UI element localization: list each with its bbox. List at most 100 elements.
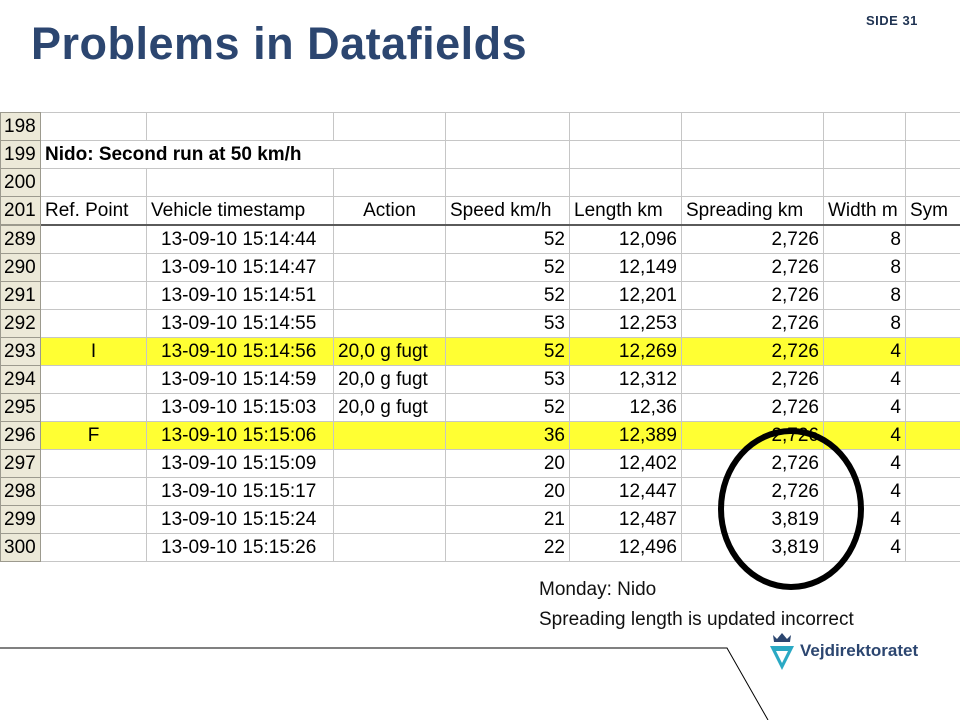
header-ref-point: Ref. Point bbox=[40, 196, 147, 226]
cell-sym bbox=[905, 477, 960, 506]
header-vehicle-timestamp: Vehicle timestamp bbox=[146, 196, 334, 226]
cell-spreading: 2,726 bbox=[681, 253, 824, 282]
empty-cell bbox=[681, 140, 824, 169]
cell-vehicle-timestamp: 13-09-10 15:14:56 bbox=[146, 337, 334, 366]
cell-length: 12,389 bbox=[569, 421, 682, 450]
cell-length: 12,269 bbox=[569, 337, 682, 366]
cell-speed: 53 bbox=[445, 309, 570, 338]
cell-speed: 52 bbox=[445, 393, 570, 422]
cell-sym bbox=[905, 505, 960, 534]
cell-vehicle-timestamp: 13-09-10 15:14:51 bbox=[146, 281, 334, 310]
cell-ref-point bbox=[40, 505, 147, 534]
row-number: 289 bbox=[0, 224, 41, 254]
header-speed: Speed km/h bbox=[445, 196, 570, 226]
cell-vehicle-timestamp: 13-09-10 15:15:09 bbox=[146, 449, 334, 478]
cell-ref-point bbox=[40, 309, 147, 338]
cell-spreading bbox=[681, 168, 824, 197]
header-action: Action bbox=[333, 196, 446, 226]
empty-cell bbox=[445, 140, 570, 169]
cell-sym bbox=[905, 337, 960, 366]
cell-vehicle-timestamp: 13-09-10 15:15:24 bbox=[146, 505, 334, 534]
cell-vehicle-timestamp: 13-09-10 15:15:17 bbox=[146, 477, 334, 506]
cell-speed: 22 bbox=[445, 533, 570, 562]
annotation-line-1: Monday: Nido bbox=[539, 579, 657, 600]
empty-cell bbox=[823, 140, 906, 169]
cell-length: 12,487 bbox=[569, 505, 682, 534]
cell-action bbox=[333, 421, 446, 450]
cell-vehicle-timestamp: 13-09-10 15:14:44 bbox=[146, 224, 334, 254]
section-title-cell: Nido: Second run at 50 km/h bbox=[40, 140, 446, 169]
cell-spreading: 2,726 bbox=[681, 309, 824, 338]
cell-vehicle-timestamp: 13-09-10 15:14:47 bbox=[146, 253, 334, 282]
cell-spreading: 2,726 bbox=[681, 224, 824, 254]
cell-ref-point bbox=[40, 393, 147, 422]
cell-ref-point bbox=[40, 365, 147, 394]
row-number: 291 bbox=[0, 281, 41, 310]
table-row: 295 13-09-10 15:15:03 20,0 g fugt 52 12,36 2,… bbox=[0, 393, 960, 422]
cell-action: 20,0 g fugt bbox=[333, 393, 446, 422]
table-row: 291 13-09-10 15:14:51 52 12,201 2,726 8 bbox=[0, 281, 960, 310]
cell-action bbox=[333, 449, 446, 478]
cell-speed: 52 bbox=[445, 224, 570, 254]
cell-ref-point: I bbox=[40, 337, 147, 366]
annotation-line-2: Spreading length is updated incorrect bbox=[539, 609, 854, 630]
cell-sym bbox=[905, 421, 960, 450]
row-number: 298 bbox=[0, 477, 41, 506]
cell-action bbox=[333, 168, 446, 197]
slide-title: Problems in Datafields bbox=[31, 18, 528, 69]
cell-sym bbox=[905, 533, 960, 562]
cell-width bbox=[823, 112, 906, 141]
cell-spreading: 2,726 bbox=[681, 365, 824, 394]
row-number: 199 bbox=[0, 140, 41, 169]
cell-width: 4 bbox=[823, 337, 906, 366]
table-row: 289 13-09-10 15:14:44 52 12,096 2,726 8 bbox=[0, 224, 960, 254]
header-spreading: Spreading km bbox=[681, 196, 824, 226]
cell-speed bbox=[445, 168, 570, 197]
cell-width bbox=[823, 168, 906, 197]
cell-length: 12,447 bbox=[569, 477, 682, 506]
cell-action bbox=[333, 533, 446, 562]
vejdirektoratet-logo: Vejdirektoratet bbox=[768, 630, 918, 672]
cell-speed: 20 bbox=[445, 477, 570, 506]
row-number: 297 bbox=[0, 449, 41, 478]
table-row: 198 bbox=[0, 112, 960, 141]
cell-ref-point bbox=[40, 477, 147, 506]
row-number: 296 bbox=[0, 421, 41, 450]
cell-length: 12,149 bbox=[569, 253, 682, 282]
row-number: 292 bbox=[0, 309, 41, 338]
spreadsheet-screenshot: 198 199 Nido: Second run at 50 km/h 200 201 R… bbox=[0, 112, 960, 563]
data-table: 198 199 Nido: Second run at 50 km/h 200 201 R… bbox=[0, 112, 960, 562]
cell-length: 12,096 bbox=[569, 224, 682, 254]
header-length: Length km bbox=[569, 196, 682, 226]
slide-number: SIDE 31 bbox=[866, 13, 918, 28]
row-number: 294 bbox=[0, 365, 41, 394]
cell-action bbox=[333, 224, 446, 254]
row-number: 201 bbox=[0, 196, 41, 226]
row-number: 295 bbox=[0, 393, 41, 422]
cell-length: 12,253 bbox=[569, 309, 682, 338]
header-width: Width m bbox=[823, 196, 906, 226]
row-number: 290 bbox=[0, 253, 41, 282]
row-number: 300 bbox=[0, 533, 41, 562]
row-number: 200 bbox=[0, 168, 41, 197]
cell-vehicle-timestamp bbox=[146, 168, 334, 197]
header-sym: Sym bbox=[905, 196, 960, 226]
cell-length bbox=[569, 168, 682, 197]
cell-spreading: 2,726 bbox=[681, 337, 824, 366]
cell-width: 4 bbox=[823, 421, 906, 450]
cell-width: 8 bbox=[823, 224, 906, 254]
cell-sym bbox=[905, 281, 960, 310]
cell-action bbox=[333, 253, 446, 282]
table-row: 293 I 13-09-10 15:14:56 20,0 g fugt 52 12,269… bbox=[0, 337, 960, 366]
cell-length: 12,312 bbox=[569, 365, 682, 394]
cell-vehicle-timestamp: 13-09-10 15:15:03 bbox=[146, 393, 334, 422]
cell-speed: 52 bbox=[445, 337, 570, 366]
cell-length: 12,496 bbox=[569, 533, 682, 562]
row-number: 293 bbox=[0, 337, 41, 366]
table-row: 199 Nido: Second run at 50 km/h bbox=[0, 140, 960, 169]
row-number: 299 bbox=[0, 505, 41, 534]
cell-ref-point bbox=[40, 253, 147, 282]
logo-text: Vejdirektoratet bbox=[800, 641, 919, 660]
cell-speed: 20 bbox=[445, 449, 570, 478]
